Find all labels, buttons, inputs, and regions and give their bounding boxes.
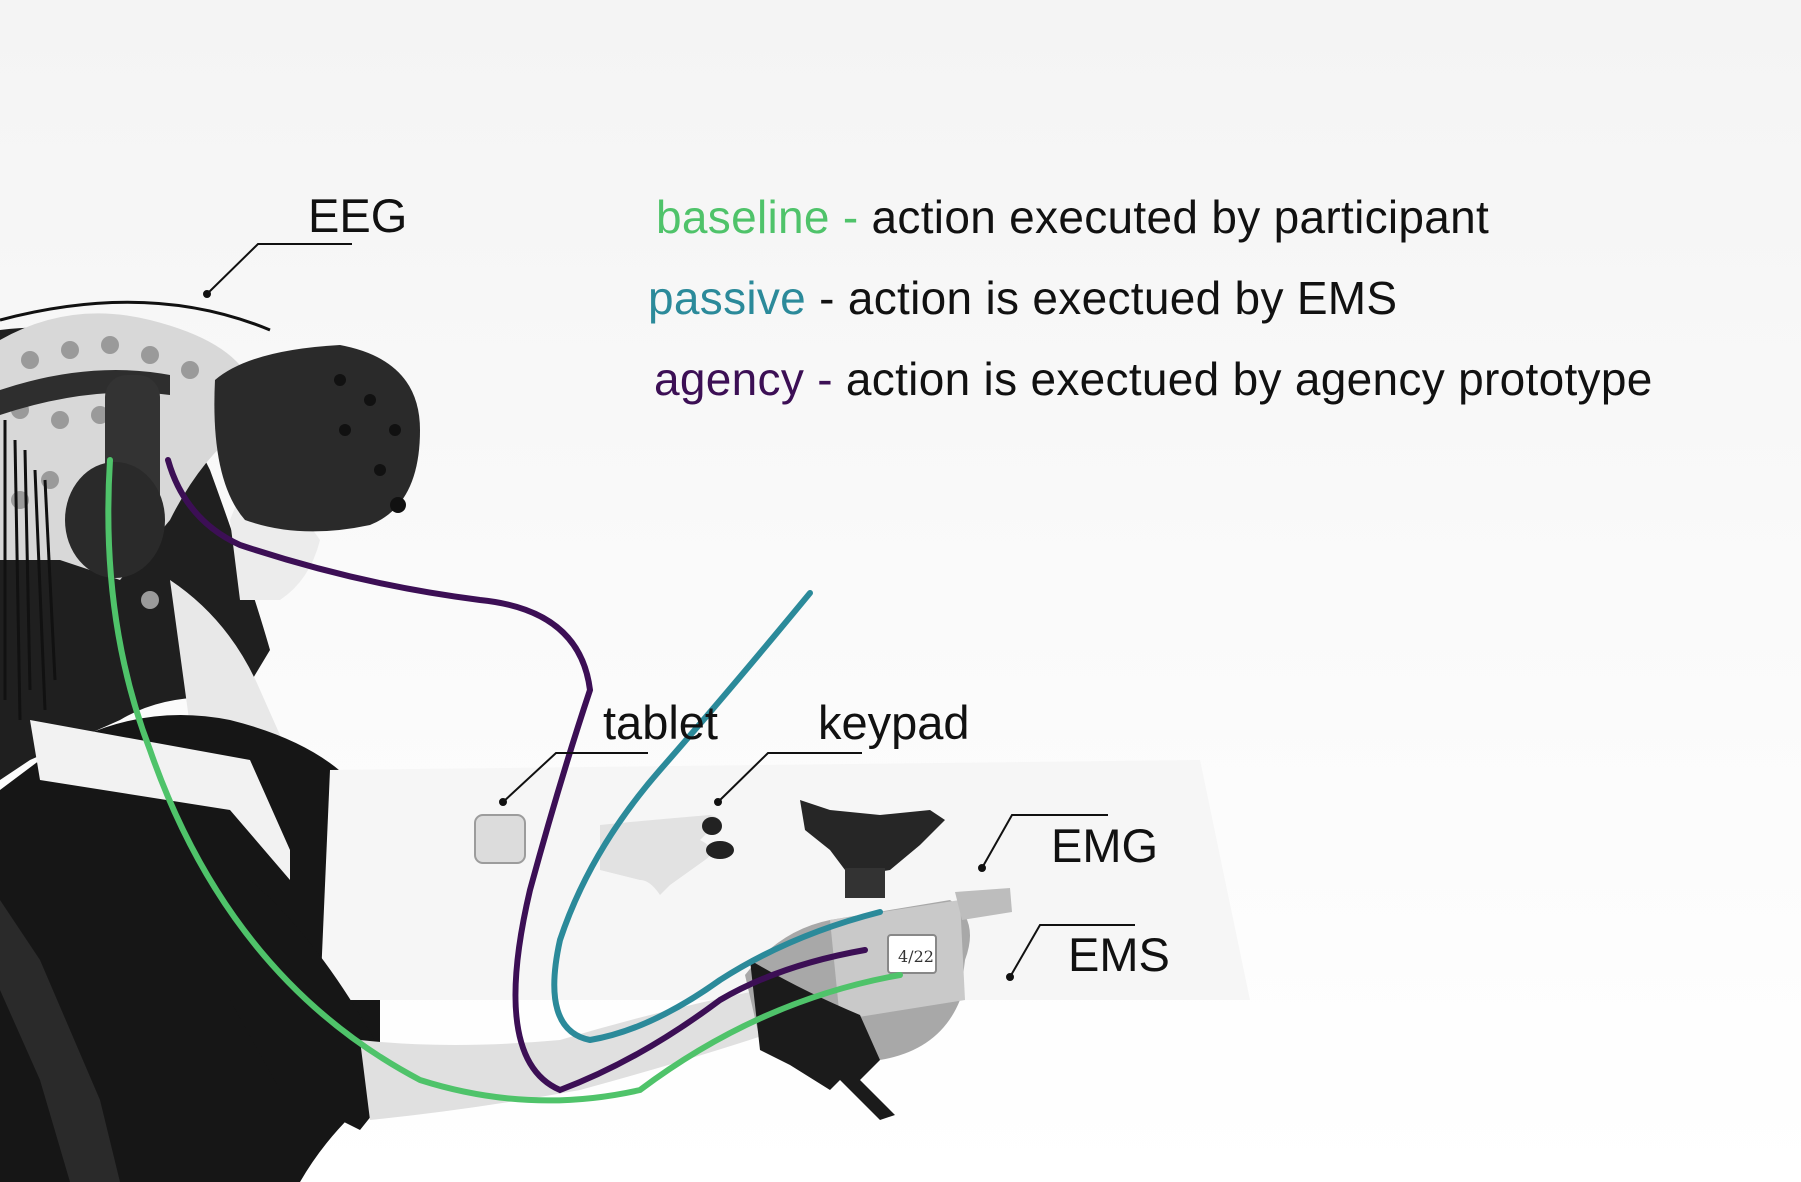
keypad-leader	[717, 752, 862, 803]
eeg-label: EEG	[308, 189, 408, 242]
keypad-label: keypad	[818, 696, 970, 749]
legend-agency-description: action is exectued by agency prototype	[832, 353, 1653, 405]
device-sticker-text: 4/22	[898, 947, 934, 966]
ems-leader	[1009, 924, 1135, 978]
tracker-mount	[845, 868, 885, 898]
tablet-electrode-pad	[474, 814, 526, 864]
legend-baseline-term: baseline -	[656, 191, 859, 243]
legend-passive: passive - action is exectued by EMS	[648, 271, 1397, 325]
vive-tracker	[800, 800, 945, 875]
left-hand	[600, 815, 720, 895]
keypad-finger-band	[706, 841, 734, 859]
eeg-wires	[0, 300, 271, 721]
headphone	[65, 462, 165, 578]
ems-leader-dot	[1006, 973, 1014, 981]
headset-sensors	[334, 374, 406, 513]
vr-headset	[214, 345, 420, 532]
tablet-leader	[502, 752, 648, 803]
emg-connector	[955, 888, 1012, 920]
tablet-label: tablet	[603, 696, 718, 749]
emg-leader	[981, 814, 1108, 869]
tablet-leader-dot	[499, 798, 507, 806]
device-sticker	[887, 934, 937, 974]
wrist-strap	[750, 960, 895, 1120]
legend-passive-term: passive	[648, 272, 807, 324]
legend-passive-description: - action is exectued by EMS	[806, 272, 1398, 324]
keypad-leader-dot	[714, 798, 722, 806]
vest-strap	[30, 720, 290, 880]
emg-label: EMG	[1051, 819, 1159, 872]
right-forearm	[360, 990, 780, 1120]
agency-line	[165, 457, 868, 1094]
leader-lines	[203, 243, 1135, 981]
legend-baseline-description: action executed by participant	[858, 191, 1490, 243]
legend-agency: agency - action is exectued by agency pr…	[654, 352, 1653, 406]
chair	[0, 900, 120, 1182]
passive-line	[551, 590, 883, 1044]
eeg-leader-dot	[203, 290, 211, 298]
emg-leader-dot	[978, 864, 986, 872]
keypad-ring	[702, 817, 722, 835]
eeg-leader	[206, 243, 352, 295]
legend-baseline: baseline - action executed by participan…	[656, 190, 1489, 244]
legend-agency-term: agency -	[654, 353, 833, 405]
baseline-line	[105, 457, 903, 1104]
ems-label: EMS	[1068, 928, 1170, 981]
